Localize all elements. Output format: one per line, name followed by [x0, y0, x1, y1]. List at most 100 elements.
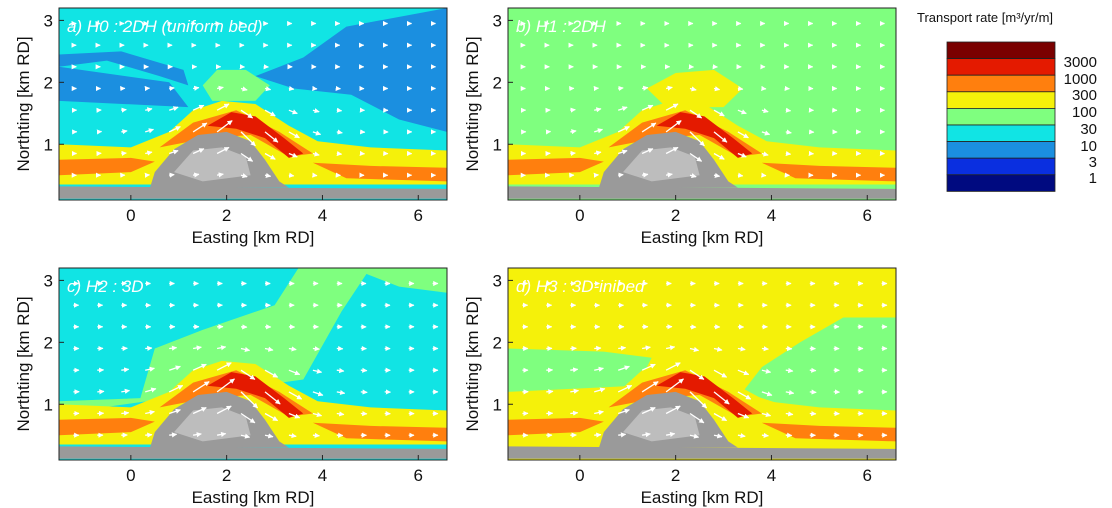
- flow-arrow: [145, 107, 153, 113]
- shoal-inner: [174, 147, 251, 182]
- colorbar-label: 100: [1072, 104, 1097, 121]
- flow-arrow: [761, 130, 771, 136]
- axes-frame: [58, 267, 448, 461]
- y-tick-label: 3: [44, 271, 53, 290]
- flow-arrow: [288, 433, 297, 439]
- panel-title: d) H3 : 3D-inibed: [516, 277, 645, 296]
- colorbar-swatch: [946, 124, 1056, 143]
- panel: 0 2 4 6 1 2 3 Easting [km RD] Northting [km RD] a…: [14, 7, 448, 247]
- x-tick-label: 4: [767, 466, 776, 485]
- flow-arrow: [570, 107, 576, 113]
- flow-arrow: [785, 411, 794, 417]
- flow-arrow: [336, 411, 345, 417]
- high-transport-zone: [761, 162, 896, 182]
- flow-arrow: [713, 109, 725, 117]
- flow-arrow: [264, 369, 279, 378]
- y-axis-label: Northting [km RD]: [463, 296, 482, 431]
- panel: 0 2 4 6 1 2 3 Easting [km RD] Northting [km RD] c…: [14, 267, 448, 507]
- flow-arrows: [520, 20, 886, 179]
- flow-arrow: [785, 129, 792, 135]
- colorbar-label: 300: [1072, 87, 1097, 104]
- flow-arrow: [737, 109, 747, 115]
- colorbar-swatch: [946, 41, 1056, 60]
- flow-arrow: [121, 388, 131, 394]
- flow-arrow: [617, 149, 628, 155]
- y-tick-label: 2: [493, 333, 502, 352]
- flow-arrow: [737, 85, 744, 92]
- y-tick-label: 1: [44, 135, 53, 154]
- flow-arrow: [288, 346, 297, 352]
- colorbar-swatch: [946, 58, 1056, 76]
- flow-arrow: [168, 365, 181, 371]
- flow-arrow: [192, 432, 202, 438]
- flow-arrow: [594, 387, 606, 393]
- flow-arrow: [570, 150, 576, 157]
- flow-arrow: [336, 129, 343, 135]
- shoal-inner: [623, 407, 700, 442]
- flow-arrow: [689, 412, 705, 424]
- plot-area: [508, 8, 896, 200]
- flow-arrow: [169, 345, 178, 351]
- flow-arrow: [665, 103, 679, 111]
- colorbar-label: 3000: [1064, 54, 1097, 71]
- flow-arrow: [145, 345, 153, 351]
- panel-title: a) H0 : 2DH (uniform bed): [67, 17, 263, 36]
- flow-arrow: [713, 391, 730, 405]
- flow-arrow: [336, 389, 346, 396]
- colorbar-swatch: [946, 174, 1056, 192]
- flow-arrow: [240, 86, 248, 92]
- x-tick-label: 2: [222, 466, 231, 485]
- flow-arrow: [168, 408, 181, 415]
- flow-arrow: [737, 346, 746, 352]
- flow-arrow: [192, 148, 205, 155]
- y-tick-label: 3: [493, 271, 502, 290]
- flow-arrow: [785, 389, 795, 396]
- x-tick-label: 4: [318, 466, 327, 485]
- flow-arrow: [288, 109, 298, 115]
- flow-arrow: [264, 109, 276, 117]
- flow-arrow: [264, 131, 279, 143]
- flow-arrow: [665, 120, 682, 133]
- flow-arrow: [594, 107, 602, 113]
- flow-arrow: [288, 152, 298, 158]
- flow-arrow: [216, 103, 230, 111]
- y-tick-label: 2: [44, 73, 53, 92]
- flow-arrow: [192, 345, 202, 351]
- flow-arrow: [264, 346, 274, 352]
- flow-arrow: [594, 150, 602, 156]
- flow-arrow: [689, 152, 703, 162]
- flow-arrow: [121, 129, 128, 135]
- flow-arrow: [665, 146, 679, 155]
- colorbar-title: Transport rate [m³/yr/m]: [917, 10, 1053, 25]
- flow-arrow: [594, 432, 602, 438]
- y-tick-label: 3: [44, 11, 53, 30]
- flow-arrow: [168, 149, 179, 155]
- flow-arrow: [642, 85, 649, 91]
- flow-arrow: [641, 104, 654, 111]
- flow-arrow: [641, 381, 659, 393]
- transport-zone: [508, 348, 652, 392]
- flow-arrow: [617, 384, 633, 393]
- x-tick-label: 2: [671, 206, 680, 225]
- y-tick-label: 3: [493, 11, 502, 30]
- flow-arrow: [713, 86, 721, 92]
- flow-arrow: [641, 432, 651, 438]
- flow-arrow: [169, 432, 178, 438]
- flow-arrow: [641, 122, 657, 133]
- flow-arrow: [312, 346, 320, 352]
- flow-arrow: [240, 173, 248, 179]
- flow-arrow: [216, 405, 232, 415]
- flow-arrow: [312, 151, 320, 157]
- x-tick-label: 0: [126, 466, 135, 485]
- transport-zone: [351, 268, 447, 293]
- flow-arrow: [737, 172, 744, 178]
- shoal-inner: [623, 147, 700, 182]
- flow-arrow: [288, 391, 303, 400]
- flow-arrow: [713, 433, 723, 439]
- flow-arrow: [665, 362, 681, 371]
- flow-arrow: [785, 107, 792, 113]
- flow-arrow: [665, 378, 684, 393]
- colorbar-swatch: [946, 157, 1056, 176]
- flow-arrow: [192, 363, 207, 371]
- y-tick-label: 2: [44, 333, 53, 352]
